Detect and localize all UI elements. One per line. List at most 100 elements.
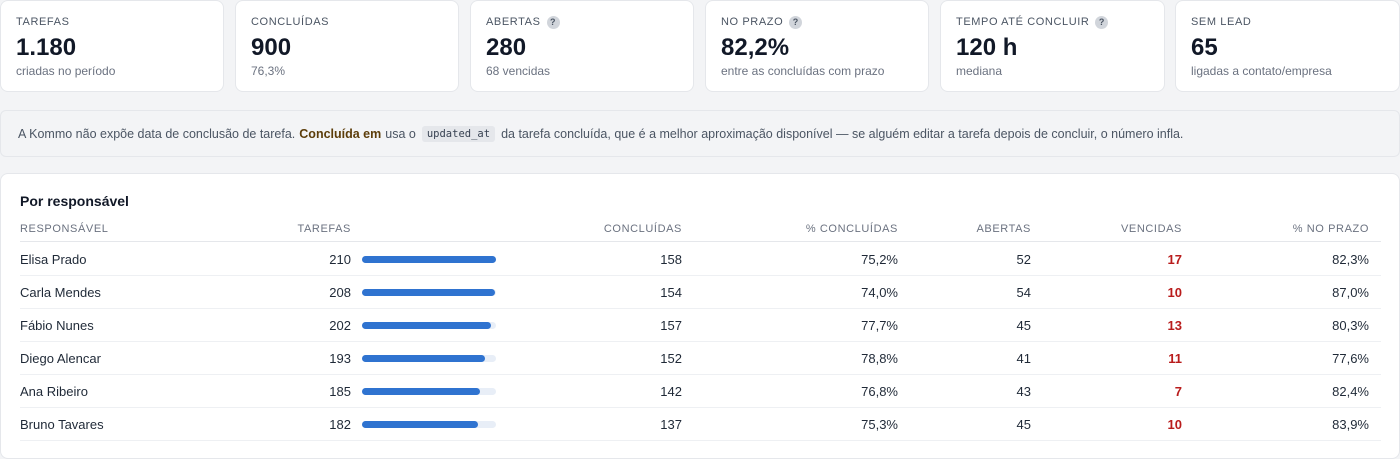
tasks-count: 210 bbox=[329, 252, 351, 267]
pct-done: 74,0% bbox=[861, 285, 898, 300]
kpi-label-text: TEMPO ATÉ CONCLUIR bbox=[956, 16, 1090, 28]
kpi-card-sem-lead: SEM LEAD 65 ligadas a contato/empresa bbox=[1175, 0, 1400, 92]
column-header-open[interactable]: ABERTAS bbox=[976, 223, 1031, 235]
tasks-count: 185 bbox=[329, 384, 351, 399]
done-count: 154 bbox=[660, 285, 682, 300]
kpi-card-no-prazo: NO PRAZO? 82,2% entre as concluídas com … bbox=[705, 0, 929, 92]
table-row[interactable]: Fábio Nunes 202 157 77,7% 45 13 80,3% bbox=[20, 309, 1381, 342]
tasks-count: 193 bbox=[329, 351, 351, 366]
tasks-bar-fill bbox=[362, 289, 495, 296]
pct-on-time: 82,4% bbox=[1332, 384, 1369, 399]
panel-title: Por responsável bbox=[20, 193, 129, 209]
kpi-card-tarefas: TAREFAS 1.180 criadas no período bbox=[0, 0, 224, 92]
kpi-value: 1.180 bbox=[16, 34, 77, 61]
kpi-value: 65 bbox=[1191, 34, 1218, 61]
open-count: 45 bbox=[1016, 417, 1031, 432]
kpi-label-text: TAREFAS bbox=[16, 16, 70, 28]
kpi-label: NO PRAZO? bbox=[721, 15, 913, 29]
pct-on-time: 87,0% bbox=[1332, 285, 1369, 300]
overdue-count: 17 bbox=[1167, 252, 1182, 267]
tasks-bar-fill bbox=[362, 388, 480, 395]
overdue-count: 10 bbox=[1167, 417, 1182, 432]
pct-done: 75,3% bbox=[861, 417, 898, 432]
note-code: updated_at bbox=[421, 125, 496, 142]
kpi-subtext: ligadas a contato/empresa bbox=[1191, 64, 1332, 78]
pct-done: 77,7% bbox=[861, 318, 898, 333]
pct-on-time: 80,3% bbox=[1332, 318, 1369, 333]
kpi-label-text: NO PRAZO bbox=[721, 16, 784, 28]
kpi-card-concluidas: CONCLUÍDAS 900 76,3% bbox=[235, 0, 459, 92]
done-count: 152 bbox=[660, 351, 682, 366]
owner-table-panel: Por responsável RESPONSÁVEL TAREFAS CONC… bbox=[0, 173, 1400, 459]
column-header-overdue[interactable]: VENCIDAS bbox=[1120, 223, 1182, 235]
done-count: 137 bbox=[660, 417, 682, 432]
kpi-label: CONCLUÍDAS bbox=[251, 15, 443, 29]
kpi-label: SEM LEAD bbox=[1191, 15, 1384, 29]
table-row[interactable]: Ana Ribeiro 185 142 76,8% 43 7 82,4% bbox=[20, 375, 1381, 408]
table-row[interactable]: Carla Mendes 208 154 74,0% 54 10 87,0% bbox=[20, 276, 1381, 309]
column-header-tasks[interactable]: TAREFAS bbox=[297, 223, 351, 235]
kpi-subtext: 68 vencidas bbox=[486, 64, 551, 78]
kpi-subtext: criadas no período bbox=[16, 64, 116, 78]
overdue-count: 13 bbox=[1167, 318, 1182, 333]
note-highlight: Concluída em bbox=[299, 126, 382, 141]
tasks-bar-track bbox=[362, 289, 496, 296]
kpi-label: ABERTAS? bbox=[486, 15, 678, 29]
pct-done: 76,8% bbox=[861, 384, 898, 399]
open-count: 41 bbox=[1016, 351, 1031, 366]
kpi-value: 120 h bbox=[956, 34, 1018, 61]
tasks-bar-track bbox=[362, 355, 496, 362]
open-count: 45 bbox=[1016, 318, 1031, 333]
help-icon[interactable]: ? bbox=[546, 15, 560, 29]
kpi-card-abertas: ABERTAS? 280 68 vencidas bbox=[470, 0, 694, 92]
kpi-label-text: CONCLUÍDAS bbox=[251, 16, 330, 28]
pct-on-time: 82,3% bbox=[1332, 252, 1369, 267]
owner-name: Elisa Prado bbox=[20, 252, 87, 267]
tasks-bar-fill bbox=[362, 322, 491, 329]
kpi-card-tempo-ate-concluir: TEMPO ATÉ CONCLUIR? 120 h mediana bbox=[940, 0, 1165, 92]
overdue-count: 10 bbox=[1167, 285, 1182, 300]
kpi-row: TAREFAS 1.180 criadas no período CONCLUÍ… bbox=[0, 0, 1400, 92]
tasks-count: 182 bbox=[329, 417, 351, 432]
owner-name: Fábio Nunes bbox=[20, 318, 94, 333]
done-count: 142 bbox=[660, 384, 682, 399]
tasks-bar-track bbox=[362, 388, 496, 395]
kpi-value: 900 bbox=[251, 34, 292, 61]
table-row[interactable]: Diego Alencar 193 152 78,8% 41 11 77,6% bbox=[20, 342, 1381, 375]
kpi-label: TEMPO ATÉ CONCLUIR? bbox=[956, 15, 1149, 29]
kpi-subtext: entre as concluídas com prazo bbox=[721, 64, 885, 78]
done-count: 158 bbox=[660, 252, 682, 267]
pct-done: 78,8% bbox=[861, 351, 898, 366]
kpi-value: 280 bbox=[486, 34, 527, 61]
owner-name: Carla Mendes bbox=[20, 285, 101, 300]
open-count: 43 bbox=[1016, 384, 1031, 399]
help-icon[interactable]: ? bbox=[1095, 15, 1109, 29]
table-row[interactable]: Bruno Tavares 182 137 75,3% 45 10 83,9% bbox=[20, 408, 1381, 441]
kpi-value: 82,2% bbox=[721, 34, 790, 61]
pct-done: 75,2% bbox=[861, 252, 898, 267]
info-note: A Kommo não expõe data de conclusão de t… bbox=[0, 110, 1400, 157]
kpi-label-text: ABERTAS bbox=[486, 16, 541, 28]
tasks-bar-track bbox=[362, 322, 496, 329]
column-header-done[interactable]: CONCLUÍDAS bbox=[603, 223, 682, 235]
open-count: 54 bbox=[1016, 285, 1031, 300]
tasks-bar-track bbox=[362, 421, 496, 428]
pct-on-time: 83,9% bbox=[1332, 417, 1369, 432]
tasks-count: 202 bbox=[329, 318, 351, 333]
help-icon[interactable]: ? bbox=[789, 15, 803, 29]
column-header-pct-on-time[interactable]: % NO PRAZO bbox=[1292, 223, 1369, 235]
overdue-count: 11 bbox=[1168, 351, 1182, 366]
note-prefix: A Kommo não expõe data de conclusão de t… bbox=[18, 126, 296, 141]
tasks-bar-fill bbox=[362, 256, 496, 263]
note-suffix: da tarefa concluída, que é a melhor apro… bbox=[501, 126, 1184, 141]
open-count: 52 bbox=[1016, 252, 1031, 267]
table-row[interactable]: Elisa Prado 210 158 75,2% 52 17 82,3% bbox=[20, 243, 1381, 276]
note-middle: usa o bbox=[385, 126, 416, 141]
overdue-count: 7 bbox=[1174, 384, 1182, 399]
owner-name: Diego Alencar bbox=[20, 351, 101, 366]
kpi-label: TAREFAS bbox=[16, 15, 208, 29]
column-header-pct-done[interactable]: % CONCLUÍDAS bbox=[805, 223, 898, 235]
kpi-subtext: 76,3% bbox=[251, 64, 286, 78]
column-header-owner[interactable]: RESPONSÁVEL bbox=[20, 223, 109, 235]
tasks-bar-fill bbox=[362, 421, 478, 428]
